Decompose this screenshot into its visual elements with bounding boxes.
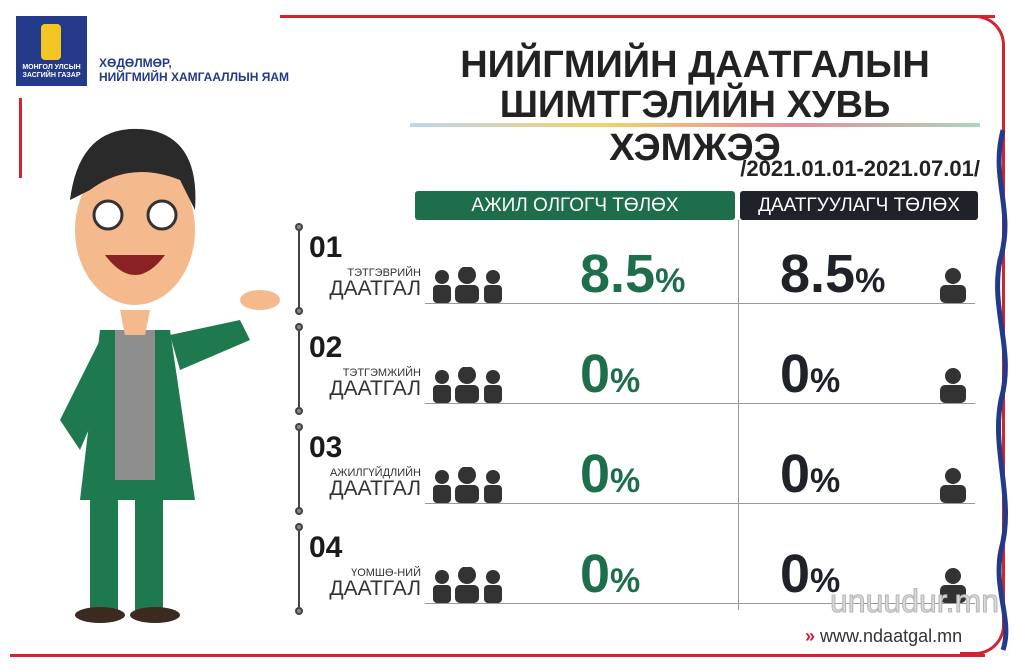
people-group-icon — [430, 566, 505, 608]
employer-column-header: АЖИЛ ОЛГОГЧ ТӨЛӨХ — [415, 191, 735, 220]
insurance-row: 03 АЖИЛГҮЙДЛИЙН ДААТГАЛ 0% 0% — [295, 423, 985, 515]
row-divider — [425, 603, 975, 604]
soyombo-emblem-icon — [41, 24, 61, 60]
insurance-type: ТЭТГЭВРИЙН — [347, 267, 421, 279]
people-group-icon — [430, 366, 505, 408]
page-title-line2: ШИМТГЭЛИЙН ХУВЬ ХЭМЖЭЭ — [499, 84, 891, 169]
timeline-dot — [295, 523, 303, 531]
timeline-bar — [298, 525, 300, 613]
timeline-dot — [295, 307, 303, 315]
insured-rate: 8.5% — [780, 244, 886, 304]
insurance-type: ТЭТГЭМЖИЙН — [342, 367, 421, 379]
timeline-bar — [298, 225, 300, 313]
row-divider — [425, 503, 975, 504]
frame-bottom-line — [10, 654, 985, 657]
timeline-dot — [295, 507, 303, 515]
employer-rate: 0% — [580, 344, 641, 404]
insurance-type: ҮОМШӨ-НИЙ — [351, 567, 421, 579]
insurance-row: 04 ҮОМШӨ-НИЙ ДААТГАЛ 0% 0% — [295, 523, 985, 615]
employer-rate: 0% — [580, 444, 641, 504]
watermark: unuudur.mn — [829, 583, 1000, 620]
insured-rate: 0% — [780, 544, 841, 604]
presenter-character-illustration — [60, 128, 280, 623]
row-number: 03 — [309, 431, 343, 464]
insurance-label: ДААТГАЛ — [329, 277, 421, 300]
employer-rate: 8.5% — [580, 244, 686, 304]
people-group-icon — [430, 466, 505, 508]
insured-rate: 0% — [780, 344, 841, 404]
person-icon — [935, 367, 971, 408]
insured-column-header: ДААТГУУЛАГЧ ТӨЛӨХ — [740, 191, 978, 220]
timeline-dot — [295, 607, 303, 615]
government-logo: МОНГОЛ УЛСЫН ЗАСГИЙН ГАЗАР — [16, 16, 87, 86]
timeline-dot — [295, 323, 303, 331]
double-chevron-icon: » — [805, 626, 816, 646]
row-number: 01 — [309, 231, 343, 264]
person-icon — [935, 267, 971, 308]
timeline-dot — [295, 407, 303, 415]
row-divider — [425, 403, 975, 404]
insurance-row: 01 ТЭТГЭВРИЙН ДААТГАЛ 8.5% 8.5% — [295, 223, 985, 315]
insurance-label: ДААТГАЛ — [329, 377, 421, 400]
title-underline — [410, 123, 980, 127]
employer-rate: 0% — [580, 544, 641, 604]
timeline-bar — [298, 325, 300, 413]
insurance-row: 02 ТЭТГЭМЖИЙН ДААТГАЛ 0% 0% — [295, 323, 985, 415]
people-group-icon — [430, 266, 505, 308]
timeline-dot — [295, 223, 303, 231]
insured-rate: 0% — [780, 444, 841, 504]
timeline-dot — [295, 423, 303, 431]
insurance-label: ДААТГАЛ — [329, 577, 421, 600]
ministry-name: ХӨДӨЛМӨР, НИЙГМИЙН ХАМГААЛЛЫН ЯАМ — [99, 56, 290, 84]
mongolian-script-vertical-text — [995, 129, 1009, 651]
timeline-bar — [298, 425, 300, 513]
person-icon — [935, 467, 971, 508]
row-divider — [425, 303, 975, 304]
row-number: 02 — [309, 331, 343, 364]
person-icon — [935, 567, 971, 608]
website-link[interactable]: » www.ndaatgal.mn — [805, 626, 963, 646]
row-number: 04 — [309, 531, 343, 564]
column-divider — [738, 220, 739, 610]
frame-top-line — [280, 15, 995, 18]
period-label: /2021.01.01-2021.07.01/ — [740, 156, 980, 181]
page-title-line1: НИЙГМИЙН ДААТГАЛЫН — [460, 44, 930, 86]
insurance-type: АЖИЛГҮЙДЛИЙН — [329, 467, 421, 479]
frame-left-line — [19, 98, 22, 178]
insurance-label: ДААТГАЛ — [329, 477, 421, 500]
